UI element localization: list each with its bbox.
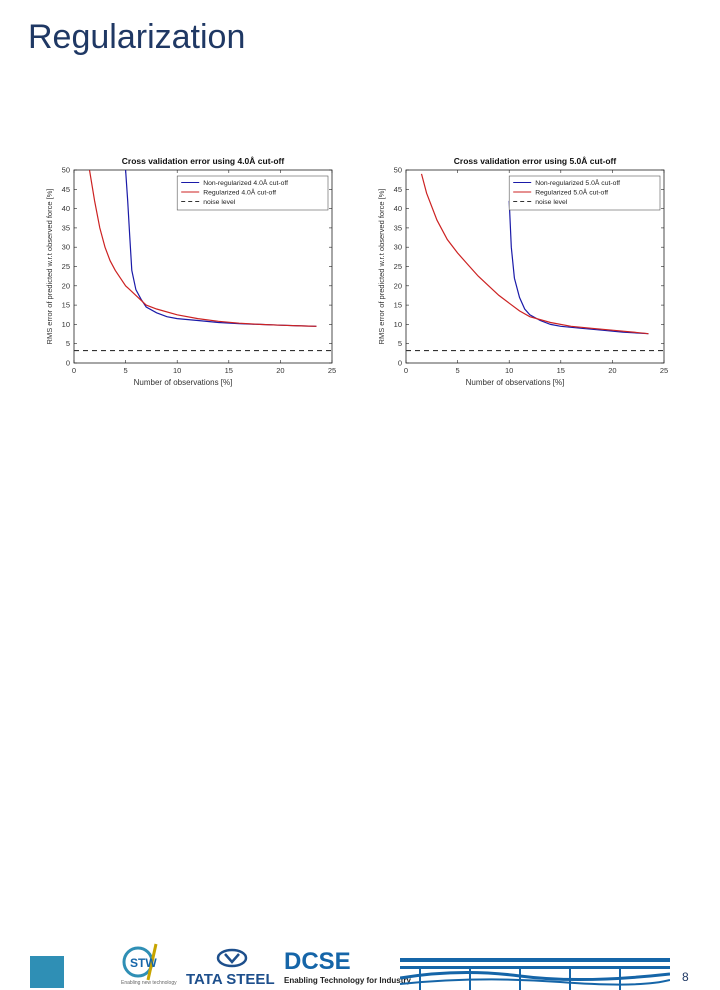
y-tick-label: 5 (66, 339, 70, 348)
x-tick-label: 0 (404, 366, 408, 375)
legend-box (176, 175, 329, 211)
y-tick-label: 50 (62, 166, 70, 175)
series-line-1 (420, 173, 649, 335)
dcse-subtitle: Enabling Technology for Industry (284, 976, 411, 985)
y-tick-label: 35 (394, 223, 402, 232)
legend-label: Non-regularized 4.0Å cut-off (203, 178, 288, 187)
y-tick-label: 20 (394, 281, 402, 290)
legend-label: Regularized 5.0Å cut-off (535, 188, 608, 197)
legend-label: Regularized 4.0Å cut-off (203, 188, 276, 197)
tata-steel-label: TATA STEEL (186, 971, 275, 988)
x-tick-label: 5 (124, 366, 128, 375)
footer: STW Enabling new technology TATA STEEL D… (0, 470, 720, 990)
y-tick-label: 40 (62, 204, 70, 213)
y-tick-label: 0 (398, 359, 402, 368)
dcse-logo: DCSE Enabling Technology for Industry (284, 948, 411, 986)
y-tick-label: 0 (66, 359, 70, 368)
y-tick-label: 30 (62, 243, 70, 252)
x-tick-label: 0 (72, 366, 76, 375)
x-tick-label: 15 (225, 366, 233, 375)
series-line-0 (508, 200, 649, 335)
legend: Non-regularized 4.0Å cut-offRegularized … (176, 175, 329, 211)
svg-text:STW: STW (130, 956, 157, 970)
y-tick-label: 25 (62, 262, 70, 271)
y-tick-label: 10 (62, 320, 70, 329)
chart-5A-cutoff: Cross validation error using 5.0Å cut-of… (372, 150, 672, 405)
chart-svg: Cross validation error using 4.0Å cut-of… (45, 156, 336, 387)
chart-svg: Cross validation error using 5.0Å cut-of… (377, 156, 668, 387)
y-tick-label: 30 (394, 243, 402, 252)
y-tick-label: 40 (394, 204, 402, 213)
x-tick-label: 20 (276, 366, 284, 375)
x-tick-label: 25 (328, 366, 336, 375)
y-tick-label: 15 (394, 301, 402, 310)
page-number: 8 (682, 970, 689, 984)
chart-title: Cross validation error using 4.0Å cut-of… (122, 156, 285, 166)
x-tick-label: 5 (456, 366, 460, 375)
legend-label: noise level (535, 199, 568, 206)
x-tick-label: 15 (557, 366, 565, 375)
y-tick-label: 25 (394, 262, 402, 271)
y-tick-label: 35 (62, 223, 70, 232)
y-tick-label: 50 (394, 166, 402, 175)
y-tick-label: 5 (398, 339, 402, 348)
x-tick-label: 20 (608, 366, 616, 375)
y-tick-label: 20 (62, 281, 70, 290)
tata-steel-logo: TATA STEEL (186, 948, 275, 988)
slide-title: Regularization (28, 18, 246, 56)
chart-title: Cross validation error using 5.0Å cut-of… (454, 156, 617, 166)
legend-label: noise level (203, 199, 236, 206)
x-axis-label: Number of observations [%] (466, 378, 565, 387)
x-tick-label: 10 (505, 366, 513, 375)
x-tick-label: 10 (173, 366, 181, 375)
legend: Non-regularized 5.0Å cut-offRegularized … (508, 175, 661, 211)
y-tick-label: 10 (394, 320, 402, 329)
chart-4A-cutoff: Cross validation error using 4.0Å cut-of… (40, 150, 340, 405)
y-tick-label: 45 (62, 185, 70, 194)
stw-tagline: Enabling new technology (121, 980, 177, 986)
series-line-1 (88, 170, 317, 327)
legend-label: Non-regularized 5.0Å cut-off (535, 178, 620, 187)
legend-box (508, 175, 661, 211)
university-logo (30, 956, 64, 988)
y-axis-label: RMS error of predicted w.r.t observed fo… (377, 189, 386, 345)
x-tick-label: 25 (660, 366, 668, 375)
dcse-title: DCSE (284, 948, 351, 975)
bridge-graphic (400, 958, 670, 990)
y-tick-label: 45 (394, 185, 402, 194)
y-tick-label: 15 (62, 301, 70, 310)
y-axis-label: RMS error of predicted w.r.t observed fo… (45, 189, 54, 345)
x-axis-label: Number of observations [%] (134, 378, 233, 387)
